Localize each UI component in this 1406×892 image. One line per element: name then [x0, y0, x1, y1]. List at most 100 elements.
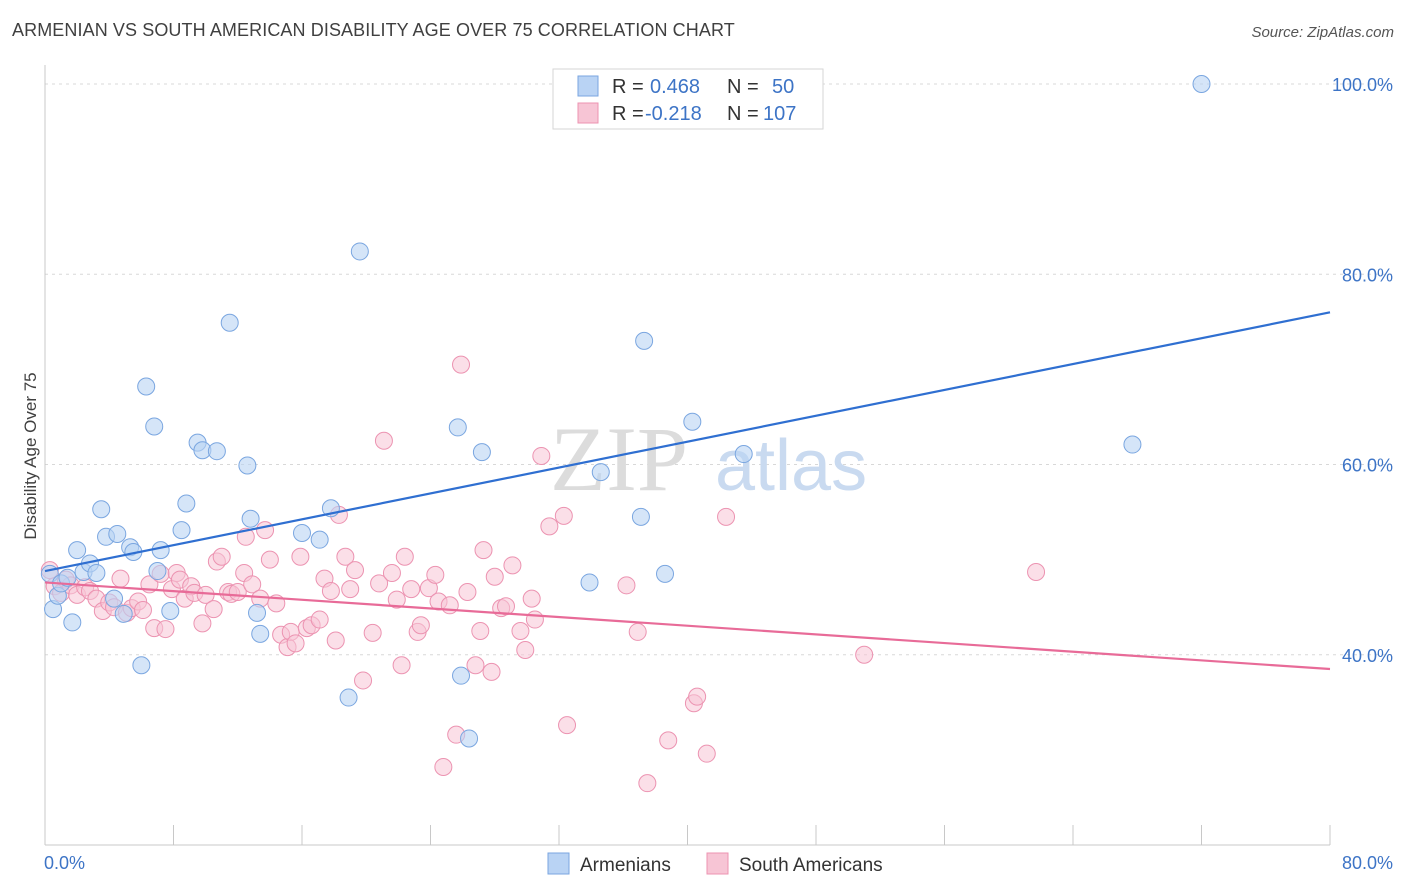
south-americans-point	[471, 621, 490, 640]
south-americans-point	[374, 431, 393, 450]
armenians-point	[591, 463, 610, 482]
south-americans-point	[855, 645, 874, 664]
armenians-point	[635, 331, 654, 350]
armenians-point	[350, 242, 369, 261]
south-americans-point	[291, 547, 310, 566]
armenians-point	[238, 456, 257, 475]
legend-r-value-1: 0.468	[650, 76, 700, 98]
y-tick-label: 80.0%	[1342, 265, 1393, 285]
south-americans-point	[440, 596, 459, 615]
south-americans-point	[156, 620, 175, 639]
south-americans-point	[346, 561, 365, 580]
south-americans-point	[452, 355, 471, 374]
top-legend: R = 0.468 N = 50 R = -0.218 N = 107	[552, 68, 824, 130]
armenians-point	[1192, 75, 1211, 94]
south-americans-point	[628, 622, 647, 641]
watermark-atlas: atlas	[715, 426, 867, 506]
south-americans-point	[243, 575, 262, 594]
legend-n-value-2: 107	[763, 103, 796, 125]
south-americans-point	[688, 687, 707, 706]
watermark-zip: ZIP	[550, 408, 688, 510]
armenians-point	[293, 524, 311, 542]
x-tick-label: 80.0%	[1342, 853, 1393, 873]
south-americans-point	[204, 600, 223, 619]
armenians-point	[656, 564, 675, 583]
armenians-point	[87, 563, 106, 582]
south-americans-point	[392, 656, 411, 675]
south-americans-point	[458, 582, 477, 601]
bottom-legend-armenians: Armenians	[580, 855, 671, 876]
south-americans-point	[617, 576, 636, 595]
legend-n-value-1: 50	[772, 76, 794, 98]
armenians-point	[248, 603, 267, 622]
legend-swatch-armenians	[577, 75, 599, 97]
south-americans-point	[212, 547, 231, 566]
armenians-point	[108, 524, 127, 543]
armenians-point	[92, 500, 111, 519]
armenians-point	[339, 688, 358, 707]
south-americans-point	[511, 621, 530, 640]
legend-r-label-1: R =	[612, 76, 644, 98]
armenians-point	[148, 562, 167, 581]
source-credit: Source: ZipAtlas.com	[1251, 24, 1394, 41]
armenians-point	[472, 443, 491, 462]
south-americans-point	[466, 656, 485, 675]
y-tick-labels: 40.0% 60.0% 80.0% 100.0%	[1332, 75, 1393, 666]
south-americans-point	[516, 641, 535, 659]
south-americans-point	[402, 580, 421, 599]
bottom-legend-south-americans: South Americans	[739, 855, 883, 876]
armenians-point	[151, 541, 170, 560]
legend-n-label-1: N =	[727, 76, 759, 98]
south-americans-point	[558, 716, 577, 735]
armenians-point	[161, 602, 180, 620]
armenians-point	[220, 313, 239, 332]
y-tick-label: 100.0%	[1332, 75, 1393, 95]
south-americans-point	[193, 614, 212, 633]
south-americans-point	[503, 556, 522, 575]
south-americans-point	[363, 623, 382, 642]
south-americans-point	[321, 582, 340, 601]
legend-n-label-2: N =	[727, 103, 759, 125]
armenians-point	[448, 418, 467, 437]
south-americans-point	[426, 565, 445, 584]
south-americans-point	[370, 574, 389, 593]
armenians-point	[452, 666, 471, 685]
south-americans-point	[434, 758, 453, 776]
legend-swatch-south-americans	[577, 102, 599, 124]
south-americans-point	[133, 601, 152, 620]
south-americans-point	[382, 563, 401, 582]
south-americans-point	[286, 634, 305, 653]
armenians-point	[137, 377, 156, 396]
armenians-point	[145, 417, 164, 436]
armenians-point	[58, 568, 77, 587]
south-americans-point	[310, 610, 329, 629]
bottom-legend: Armenians South Americans	[547, 852, 883, 876]
south-americans-point	[496, 597, 515, 616]
armenians-point	[207, 442, 226, 461]
bottom-legend-swatch-south-americans	[706, 852, 729, 875]
armenians-point	[631, 507, 650, 526]
armenians-point	[172, 521, 191, 540]
south-americans-point	[522, 589, 541, 608]
y-axis-title: Disability Age Over 75	[21, 372, 40, 539]
south-americans-point	[532, 446, 551, 465]
south-americans-point	[638, 774, 657, 793]
legend-r-value-2: -0.218	[645, 103, 702, 125]
x-tick-label: 0.0%	[44, 853, 85, 873]
south-americans-point	[474, 541, 493, 560]
axes	[44, 65, 1331, 846]
south-americans-point	[717, 507, 736, 526]
chart-title: ARMENIAN VS SOUTH AMERICAN DISABILITY AG…	[12, 20, 735, 40]
armenians-point	[177, 494, 196, 513]
armenians-point	[63, 613, 82, 632]
south-americans-point	[395, 547, 414, 566]
y-tick-label: 60.0%	[1342, 456, 1393, 476]
armenians-point	[683, 412, 702, 431]
south-americans-point	[411, 616, 430, 635]
armenians-point	[132, 656, 151, 675]
armenians-point	[251, 624, 270, 643]
armenians-trend-line	[44, 311, 1331, 573]
armenians-point	[460, 729, 479, 748]
trend-lines	[44, 311, 1331, 671]
